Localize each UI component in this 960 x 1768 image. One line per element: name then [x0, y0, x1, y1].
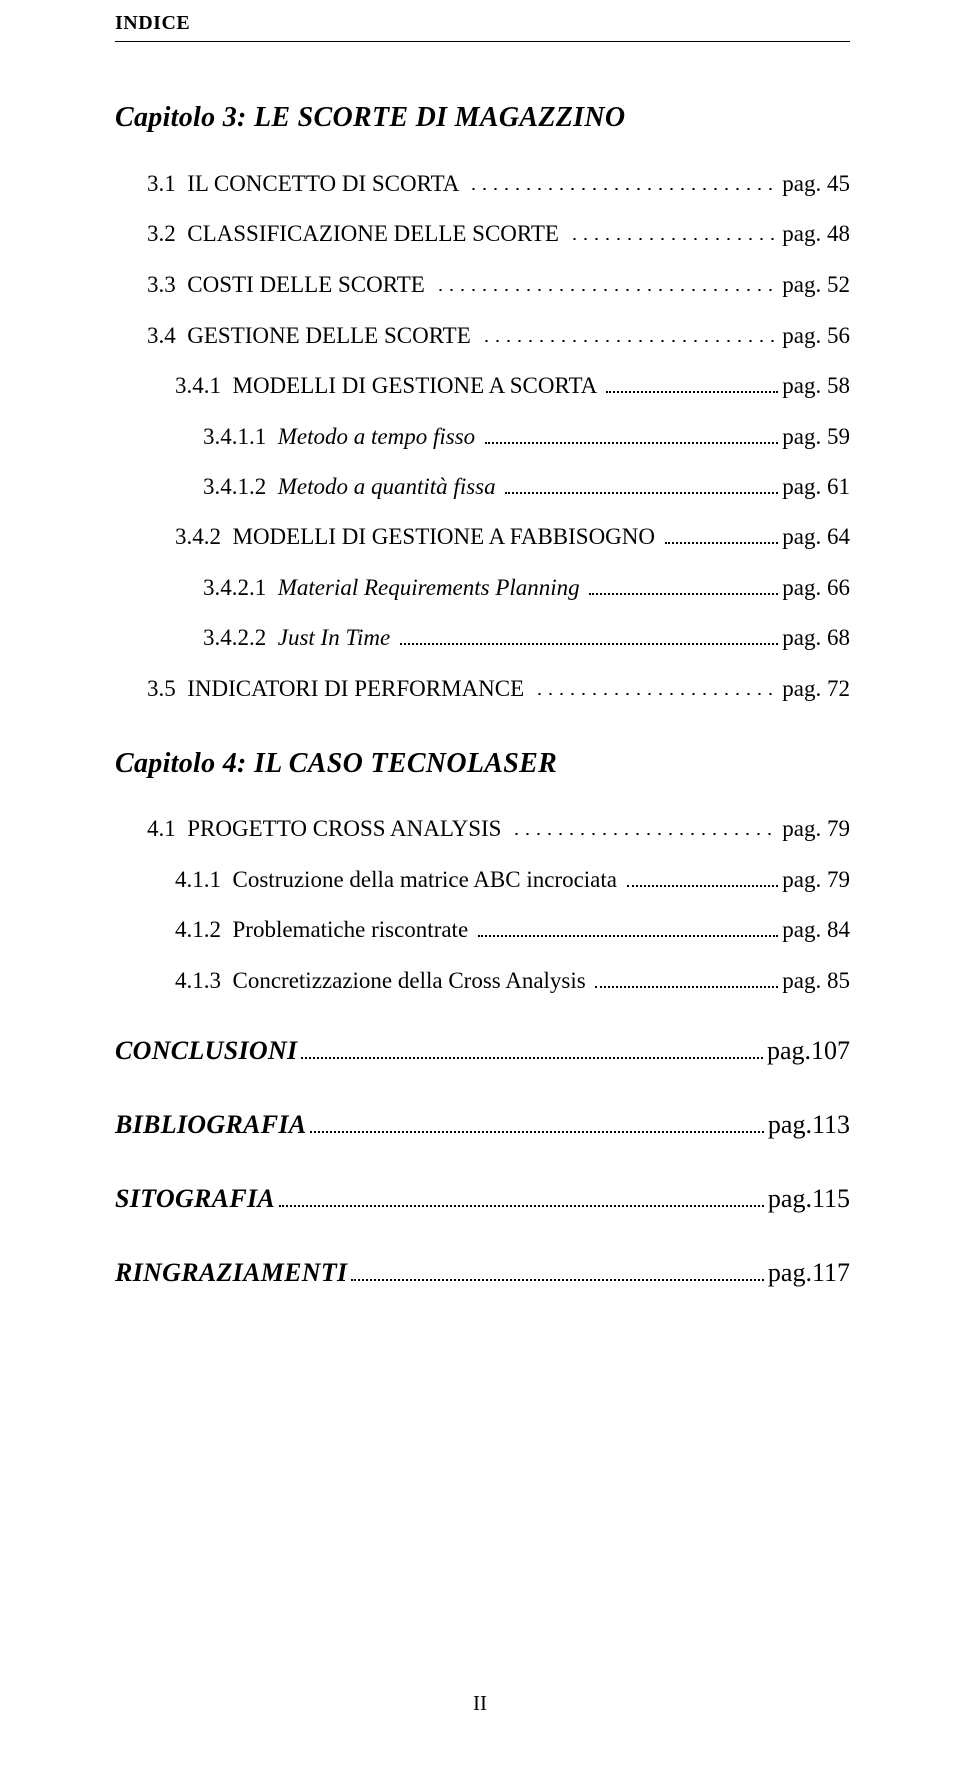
- toc-title: Problematiche riscontrate: [233, 918, 474, 941]
- endmatter: CONCLUSIONI pag.107 BIBLIOGRAFIA pag.113 SIT…: [115, 1036, 850, 1288]
- toc-title: MODELLI DI GESTIONE A SCORTA: [233, 374, 602, 397]
- toc-number: 4.1: [147, 817, 187, 840]
- endmatter-entry: CONCLUSIONI pag.107: [115, 1036, 850, 1066]
- toc-number: 4.1.3: [175, 969, 233, 992]
- toc-number: 3.4.2.2: [203, 626, 278, 649]
- toc-title: Just In Time: [278, 626, 396, 649]
- toc-number: 3.4.1.1: [203, 425, 278, 448]
- toc-entry: 3.5 INDICATORI DI PERFORMANCE pag. 72: [147, 675, 850, 700]
- toc-title: Metodo a tempo fisso: [278, 425, 481, 448]
- toc-number: 3.2: [147, 222, 187, 245]
- toc-leader: [589, 574, 778, 594]
- endmatter-page: pag.115: [768, 1184, 850, 1214]
- toc-entry: 3.4.1.1 Metodo a tempo fisso pag. 59: [203, 423, 850, 447]
- page-number: II: [0, 1691, 960, 1716]
- toc-entry: 4.1.2 Problematiche riscontrate pag. 84: [175, 917, 850, 941]
- endmatter-page: pag.117: [768, 1258, 850, 1288]
- toc-leader: [511, 816, 778, 837]
- endmatter-entry: RINGRAZIAMENTI pag.117: [115, 1258, 850, 1288]
- toc-number: 3.4.2.1: [203, 576, 278, 599]
- toc-leader: [400, 625, 778, 645]
- toc-leader: [534, 675, 778, 696]
- toc-title: CLASSIFICAZIONE DELLE SCORTE: [187, 222, 564, 245]
- toc-body: Capitolo 3: LE SCORTE DI MAGAZZINO 3.1 IL…: [115, 102, 850, 992]
- toc-page: pag. 84: [782, 918, 850, 941]
- toc-number: 3.5: [147, 677, 187, 700]
- toc-entry: 4.1.1 Costruzione della matrice ABC incr…: [175, 866, 850, 890]
- toc-entry: 3.4.1 MODELLI DI GESTIONE A SCORTA pag. …: [175, 373, 850, 397]
- toc-title: INDICATORI DI PERFORMANCE: [187, 677, 530, 700]
- chapter-heading: Capitolo 3: LE SCORTE DI MAGAZZINO: [115, 102, 850, 134]
- toc-entry: 3.4 GESTIONE DELLE SCORTE pag. 56: [147, 322, 850, 347]
- endmatter-title: SITOGRAFIA: [115, 1184, 275, 1214]
- toc-entry: 3.4.1.2 Metodo a quantità fissa pag. 61: [203, 474, 850, 498]
- endmatter-title: RINGRAZIAMENTI: [115, 1258, 347, 1288]
- toc-title: GESTIONE DELLE SCORTE: [187, 324, 476, 347]
- toc-number: 3.3: [147, 273, 187, 296]
- toc-leader: [569, 221, 779, 242]
- toc-entry: 4.1 PROGETTO CROSS ANALYSIS pag. 79: [147, 816, 850, 841]
- toc-leader: [595, 967, 778, 987]
- toc-page: pag. 72: [782, 677, 850, 700]
- toc-page: pag. 52: [782, 273, 850, 296]
- toc-number: 3.1: [147, 172, 187, 195]
- toc-entry: 4.1.3 Concretizzazione della Cross Analy…: [175, 967, 850, 991]
- toc-leader: [485, 423, 778, 443]
- toc-title: MODELLI DI GESTIONE A FABBISOGNO: [233, 525, 661, 548]
- toc-leader: [435, 271, 779, 292]
- endmatter-page: pag.113: [768, 1110, 850, 1140]
- endmatter-entry: BIBLIOGRAFIA pag.113: [115, 1110, 850, 1140]
- toc-title: Material Requirements Planning: [278, 576, 586, 599]
- toc-page: pag. 68: [782, 626, 850, 649]
- endmatter-leader: [351, 1258, 763, 1281]
- toc-leader: [478, 917, 778, 937]
- endmatter-leader: [301, 1036, 763, 1059]
- running-header: INDICE: [115, 0, 850, 42]
- toc-number: 3.4.1.2: [203, 475, 278, 498]
- toc-page: pag. 48: [782, 222, 850, 245]
- toc-title: COSTI DELLE SCORTE: [187, 273, 430, 296]
- toc-title: Metodo a quantità fissa: [278, 475, 502, 498]
- toc-title: Concretizzazione della Cross Analysis: [233, 969, 592, 992]
- toc-entry: 3.2 CLASSIFICAZIONE DELLE SCORTE pag. 48: [147, 221, 850, 246]
- toc-leader: [505, 474, 778, 494]
- toc-leader: [468, 170, 778, 191]
- toc-page: pag. 61: [782, 475, 850, 498]
- toc-page: pag. 56: [782, 324, 850, 347]
- toc-number: 3.4.1: [175, 374, 233, 397]
- toc-title: Costruzione della matrice ABC incrociata: [233, 868, 623, 891]
- endmatter-entry: SITOGRAFIA pag.115: [115, 1184, 850, 1214]
- toc-leader: [665, 524, 779, 544]
- endmatter-page: pag.107: [767, 1036, 850, 1066]
- toc-page: pag. 79: [782, 817, 850, 840]
- toc-number: 3.4: [147, 324, 187, 347]
- endmatter-title: CONCLUSIONI: [115, 1036, 297, 1066]
- toc-page: pag. 85: [782, 969, 850, 992]
- toc-page: pag. 45: [782, 172, 850, 195]
- endmatter-leader: [279, 1184, 764, 1207]
- toc-number: 4.1.2: [175, 918, 233, 941]
- toc-page: pag. 58: [782, 374, 850, 397]
- toc-page: pag. 64: [782, 525, 850, 548]
- toc-page: pag. 79: [782, 868, 850, 891]
- toc-entry: 3.4.2.1 Material Requirements Planning p…: [203, 574, 850, 598]
- toc-entry: 3.3 COSTI DELLE SCORTE pag. 52: [147, 271, 850, 296]
- toc-entry: 3.4.2 MODELLI DI GESTIONE A FABBISOGNO p…: [175, 524, 850, 548]
- toc-leader: [627, 866, 779, 886]
- endmatter-title: BIBLIOGRAFIA: [115, 1110, 306, 1140]
- toc-page: pag. 59: [782, 425, 850, 448]
- endmatter-leader: [310, 1110, 763, 1133]
- toc-number: 4.1.1: [175, 868, 233, 891]
- toc-entry: 3.1 IL CONCETTO DI SCORTA pag. 45: [147, 170, 850, 195]
- toc-leader: [606, 373, 779, 393]
- toc-title: IL CONCETTO DI SCORTA: [187, 172, 464, 195]
- toc-entry: 3.4.2.2 Just In Time pag. 68: [203, 625, 850, 649]
- toc-title: PROGETTO CROSS ANALYSIS: [187, 817, 507, 840]
- toc-page: pag. 66: [782, 576, 850, 599]
- toc-number: 3.4.2: [175, 525, 233, 548]
- page: INDICE Capitolo 3: LE SCORTE DI MAGAZZIN…: [0, 0, 960, 1768]
- chapter-heading: Capitolo 4: IL CASO TECNOLASER: [115, 748, 850, 780]
- toc-leader: [481, 322, 779, 343]
